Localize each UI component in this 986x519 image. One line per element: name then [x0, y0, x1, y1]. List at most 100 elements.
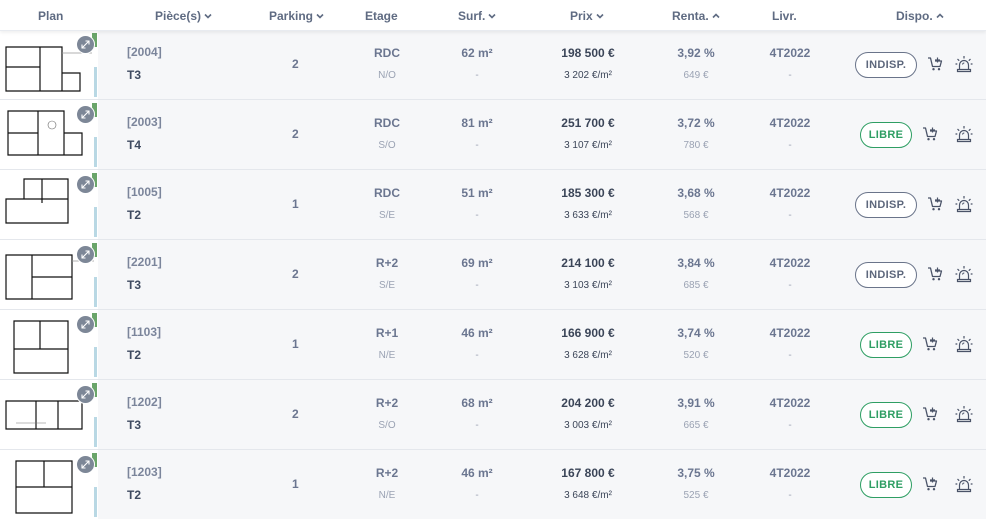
availability-badge[interactable]: LIBRE	[860, 402, 912, 428]
cart-add-icon[interactable]	[922, 126, 938, 142]
plan-edge-marker	[94, 67, 97, 97]
alarm-icon[interactable]	[955, 265, 973, 283]
cart-add-icon[interactable]	[922, 476, 938, 492]
availability-badge[interactable]: LIBRE	[860, 122, 912, 148]
expand-icon[interactable]	[76, 175, 95, 194]
floor-plan-thumbnail[interactable]	[2, 33, 97, 97]
surface: 81 m²	[461, 116, 493, 130]
orientation: N/O	[378, 70, 396, 81]
col-header-surf[interactable]: Surf.	[458, 9, 496, 23]
expand-icon[interactable]	[76, 35, 95, 54]
cart-add-icon[interactable]	[922, 336, 938, 352]
availability-badge[interactable]: LIBRE	[860, 472, 912, 498]
price-per-m2: 3 107 €/m²	[564, 140, 612, 151]
availability-badge[interactable]: INDISP.	[855, 262, 917, 288]
delivery-date: 4T2022	[769, 116, 811, 130]
expand-icon[interactable]	[76, 315, 95, 334]
delivery-sub: -	[788, 70, 792, 81]
expand-icon[interactable]	[76, 385, 95, 404]
floor-plan-thumbnail[interactable]	[2, 313, 97, 377]
rent: 520 €	[683, 350, 709, 361]
plan-edge-marker	[92, 453, 97, 467]
delivery-sub: -	[788, 210, 792, 221]
row-background	[98, 100, 986, 169]
table-row[interactable]: [1005] T2 1 RDC S/E 51 m² - 185 300 € 3 …	[0, 170, 986, 240]
expand-icon[interactable]	[76, 245, 95, 264]
col-header-prix-label: Prix	[570, 9, 593, 23]
floor-plan-thumbnail[interactable]	[2, 103, 97, 167]
parking-count: 1	[292, 337, 299, 351]
cart-add-icon[interactable]	[927, 56, 943, 72]
rent: 525 €	[683, 490, 709, 501]
col-header-dispo-label: Dispo.	[896, 9, 933, 23]
expand-icon[interactable]	[76, 105, 95, 124]
expand-icon[interactable]	[76, 455, 95, 474]
cart-add-icon[interactable]	[922, 406, 938, 422]
plan-edge-marker	[92, 313, 97, 327]
floor-plan-thumbnail[interactable]	[2, 173, 97, 237]
orientation: N/E	[378, 350, 396, 361]
availability-badge[interactable]: INDISP.	[855, 52, 917, 78]
col-header-renta[interactable]: Renta.	[672, 9, 720, 23]
availability-badge[interactable]: LIBRE	[860, 332, 912, 358]
floor-plan-thumbnail[interactable]	[2, 383, 97, 447]
price-per-m2: 3 103 €/m²	[564, 280, 612, 291]
price-per-m2: 3 202 €/m²	[564, 70, 612, 81]
alarm-icon[interactable]	[955, 405, 973, 423]
cart-add-icon[interactable]	[927, 266, 943, 282]
table-row[interactable]: [2004] T3 2 RDC N/O 62 m² - 198 500 € 3 …	[0, 30, 986, 100]
col-header-pieces[interactable]: Pièce(s)	[155, 9, 212, 23]
table-row[interactable]: [2201] T3 2 R+2 S/E 69 m² - 214 100 € 3 …	[0, 240, 986, 310]
col-header-plan: Plan	[38, 9, 63, 23]
chevron-up-icon	[936, 12, 944, 20]
price: 185 300 €	[561, 186, 615, 200]
plan-edge-marker	[94, 417, 97, 447]
price-per-m2: 3 648 €/m²	[564, 490, 612, 501]
table-row[interactable]: [2003] T4 2 RDC S/O 81 m² - 251 700 € 3 …	[0, 100, 986, 170]
col-header-etage: Etage	[365, 9, 398, 23]
surface: 62 m²	[461, 46, 493, 60]
delivery-date: 4T2022	[769, 186, 811, 200]
yield: 3,84 %	[677, 256, 715, 270]
plan-edge-marker	[92, 33, 97, 47]
surface-sub: -	[475, 490, 479, 501]
parking-count: 1	[292, 477, 299, 491]
lot-number: [2003]	[127, 115, 162, 129]
surface-sub: -	[475, 70, 479, 81]
alarm-icon[interactable]	[955, 125, 973, 143]
plan-edge-marker	[92, 383, 97, 397]
floor-level: R+1	[375, 326, 399, 340]
lot-number: [2201]	[127, 255, 162, 269]
alarm-icon[interactable]	[955, 195, 973, 213]
floor-plan-thumbnail[interactable]	[2, 243, 97, 307]
cart-add-icon[interactable]	[927, 196, 943, 212]
lot-type: T4	[127, 138, 142, 152]
row-background	[98, 240, 986, 309]
table-row[interactable]: [1103] T2 1 R+1 N/E 46 m² - 166 900 € 3 …	[0, 310, 986, 380]
table-row[interactable]: [1203] T2 1 R+2 N/E 46 m² - 167 800 € 3 …	[0, 450, 986, 519]
floor-plan-thumbnail[interactable]	[2, 453, 97, 517]
lot-number: [2004]	[127, 45, 162, 59]
table-row[interactable]: [1202] T3 2 R+2 S/O 68 m² - 204 200 € 3 …	[0, 380, 986, 450]
col-header-parking[interactable]: Parking	[269, 9, 324, 23]
orientation: S/O	[378, 420, 396, 431]
row-background	[98, 380, 986, 449]
price: 198 500 €	[561, 46, 615, 60]
delivery-sub: -	[788, 420, 792, 431]
col-header-prix[interactable]: Prix	[570, 9, 604, 23]
parking-count: 1	[292, 197, 299, 211]
alarm-icon[interactable]	[955, 55, 973, 73]
orientation: N/E	[378, 490, 396, 501]
col-header-dispo[interactable]: Dispo.	[896, 9, 944, 23]
floor-level: R+2	[375, 396, 399, 410]
parking-count: 2	[292, 57, 299, 71]
surface: 46 m²	[461, 326, 493, 340]
orientation: S/E	[378, 280, 396, 291]
alarm-icon[interactable]	[955, 475, 973, 493]
lot-type: T3	[127, 418, 142, 432]
alarm-icon[interactable]	[955, 335, 973, 353]
availability-badge[interactable]: INDISP.	[855, 192, 917, 218]
delivery-date: 4T2022	[769, 46, 811, 60]
yield: 3,72 %	[677, 116, 715, 130]
rent: 685 €	[683, 280, 709, 291]
